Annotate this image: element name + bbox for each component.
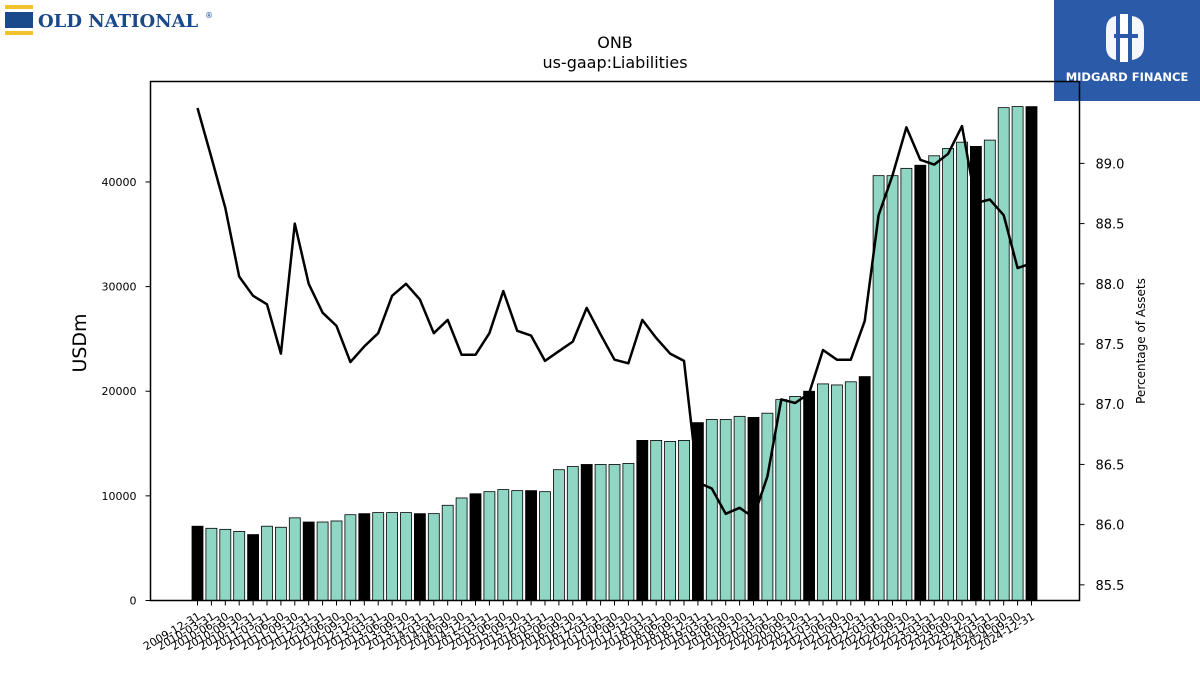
bar [580, 464, 593, 601]
logo-gold-bar-top [5, 5, 33, 9]
bar [413, 513, 426, 601]
bar [775, 399, 788, 601]
bar [316, 521, 329, 601]
bar [803, 390, 815, 601]
bar [608, 464, 621, 601]
bar [886, 175, 899, 601]
midgard-wordmark: MIDGARD FINANCE [1066, 70, 1189, 84]
bar [358, 513, 371, 601]
bar [483, 491, 496, 601]
bar [455, 497, 468, 601]
bar [900, 167, 913, 601]
bar [844, 381, 857, 601]
bar [622, 463, 635, 601]
y2-tick-label: 87.5 [1096, 338, 1125, 353]
midgard-emblem-icon [1106, 14, 1144, 62]
y2-tick-label: 85.5 [1096, 579, 1125, 594]
y-tick-label: 40000 [102, 176, 137, 189]
y-tick-label: 30000 [102, 281, 137, 294]
bar [233, 531, 246, 601]
percent-of-assets-line [196, 107, 1032, 519]
bar [761, 412, 774, 601]
chart-title: ONB [597, 33, 633, 52]
bar [914, 164, 927, 601]
y-tick-label: 0 [130, 595, 137, 608]
y-tick-label: 20000 [102, 385, 137, 398]
bar [497, 489, 510, 601]
y2-tick-label: 86.0 [1096, 519, 1125, 534]
bar [817, 383, 829, 601]
bar [858, 376, 871, 601]
bar [191, 525, 204, 601]
bar [330, 520, 343, 601]
bar [539, 491, 551, 601]
bar [511, 490, 524, 601]
y-axis-left: 0 10000 20000 30000 40000 [102, 176, 151, 608]
y2-tick-label: 86.5 [1096, 458, 1125, 473]
bar [594, 464, 607, 601]
bar [386, 512, 399, 601]
bar [997, 107, 1010, 601]
bar [261, 525, 273, 601]
bar [705, 419, 718, 601]
line-layer [196, 107, 1032, 519]
x-axis: 2009-12-312010-03-312010-06-302010-09-30… [141, 600, 1037, 653]
bar [525, 490, 537, 601]
old-national-logo: OLD NATIONAL ® [4, 4, 234, 38]
bar [650, 440, 663, 601]
bar [970, 145, 982, 601]
bar [956, 141, 968, 601]
bar [274, 526, 287, 601]
bar [302, 521, 315, 601]
y2-axis-label: Percentage of Assets [1134, 278, 1148, 404]
bar [789, 396, 802, 601]
midgard-finance-logo: MIDGARD FINANCE [1054, 0, 1200, 101]
bar [983, 139, 996, 601]
bar [664, 441, 676, 601]
bar [205, 527, 218, 601]
bar [288, 517, 301, 601]
bar [469, 493, 482, 601]
y2-tick-label: 89.0 [1096, 157, 1125, 172]
bar [719, 419, 732, 601]
logo-wordmark: OLD NATIONAL [38, 11, 199, 32]
bar [566, 466, 579, 601]
bar [247, 534, 260, 601]
bar [1011, 106, 1024, 601]
logo-gold-bar-bottom [5, 31, 33, 35]
bar [678, 440, 690, 601]
bar [928, 155, 941, 601]
bar [1025, 106, 1038, 601]
y-axis-right: 85.5 86.0 86.5 87.0 87.5 88.0 88.5 89.0 [1079, 157, 1125, 594]
y-tick-label: 10000 [102, 490, 137, 503]
chart-subtitle: us-gaap:Liabilities [542, 53, 687, 72]
bar [636, 440, 649, 601]
bar [427, 513, 440, 601]
y2-tick-label: 88.5 [1096, 218, 1125, 233]
bar [372, 512, 385, 601]
y-axis-label: USDm [69, 313, 91, 372]
logo-blue-block [5, 12, 33, 28]
bar [831, 384, 843, 601]
bar [400, 512, 412, 601]
logo-registered-mark: ® [205, 11, 213, 20]
bar [553, 469, 565, 601]
bar [942, 148, 954, 601]
y2-tick-label: 87.0 [1096, 398, 1125, 413]
bar [441, 504, 454, 601]
bars-layer [191, 106, 1038, 601]
bar [344, 514, 357, 601]
y2-tick-label: 88.0 [1096, 278, 1125, 293]
bar [219, 528, 232, 601]
